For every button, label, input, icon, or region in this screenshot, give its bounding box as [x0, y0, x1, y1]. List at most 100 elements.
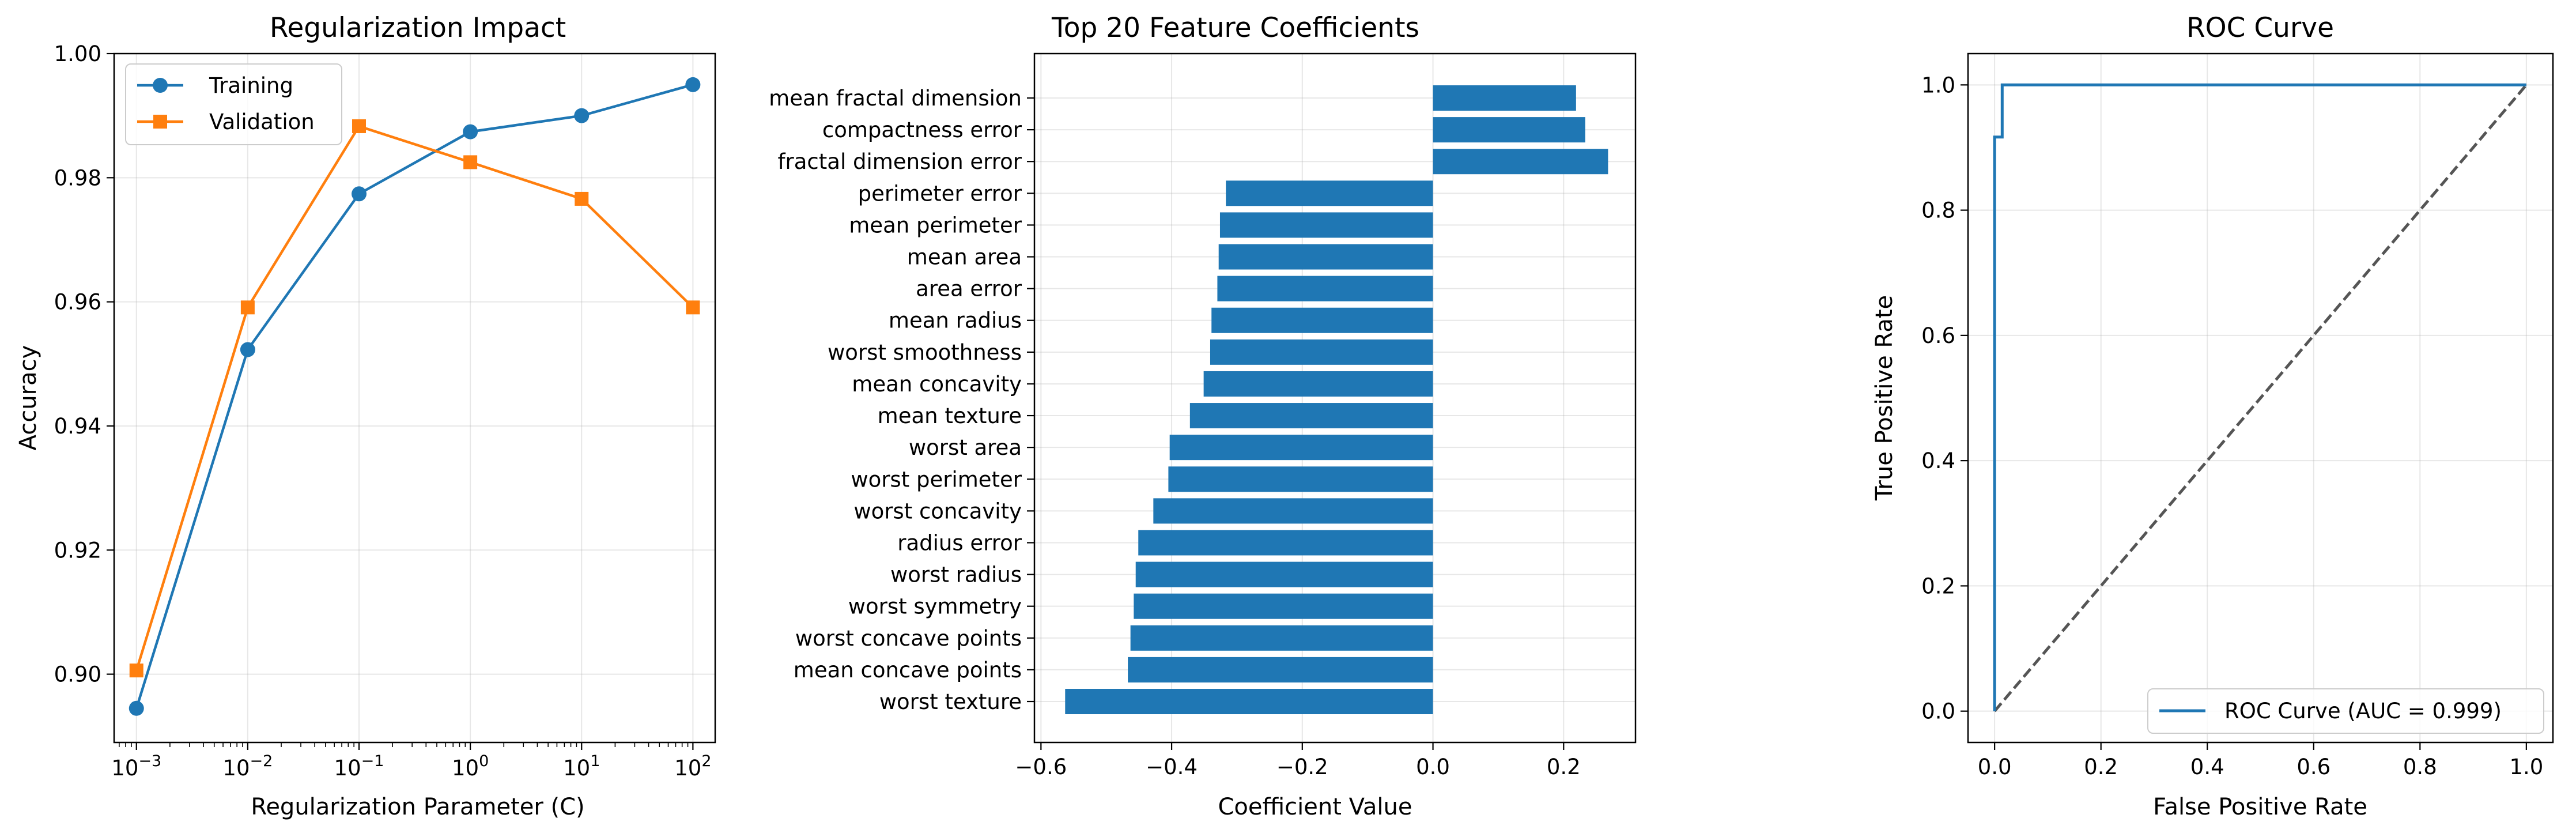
coefficient-bar — [1138, 530, 1433, 556]
series-line-validation — [135, 125, 694, 671]
y-tick-label: worst area — [909, 435, 1022, 460]
data-point-validation — [686, 300, 700, 315]
x-tick-label: 102 — [674, 752, 711, 781]
x-tick-label: 0.2 — [2084, 755, 2118, 779]
x-tick-label: 0.8 — [2403, 755, 2437, 779]
y-tick-label: 0.6 — [1921, 323, 1955, 348]
coefficient-bar — [1168, 466, 1433, 492]
coefficient-bar — [1226, 180, 1433, 206]
y-tick-label: worst texture — [879, 689, 1022, 714]
legend-box — [2147, 688, 2544, 734]
y-tick-label: mean radius — [889, 308, 1022, 333]
y-tick-label: worst perimeter — [851, 467, 1022, 492]
coefficient-bar — [1210, 339, 1433, 365]
feature-coefficients-panel: Top 20 Feature Coefficients −0.6 −0.4 −0.2… — [769, 12, 1637, 820]
y-tick-label: 1.00 — [54, 42, 101, 66]
data-point-training — [351, 186, 367, 202]
coefficient-bar — [1134, 593, 1433, 619]
regularization-impact-panel: Regularization Impact 10−3 10−2 10−1 100 101… — [15, 12, 716, 820]
plot-area — [1993, 83, 2528, 712]
chart-title: Regularization Impact — [270, 12, 566, 44]
y-tick-label: area error — [916, 277, 1022, 301]
x-axis-label: Regularization Parameter (C) — [251, 794, 584, 820]
x-tick-label: 101 — [563, 752, 600, 781]
legend-marker-training — [153, 78, 168, 93]
coefficient-bar — [1433, 85, 1576, 111]
series-line-training — [135, 83, 694, 709]
data-point-training — [463, 124, 478, 140]
x-tick-label: 0.0 — [1978, 755, 2012, 779]
y-tick-label: mean concave points — [794, 658, 1022, 683]
legend: Training Validation — [125, 63, 342, 145]
data-point-validation — [463, 155, 478, 169]
y-tick-label: mean area — [907, 245, 1022, 270]
legend-label-roc: ROC Curve (AUC = 0.999) — [2224, 699, 2502, 723]
coefficient-bar — [1219, 212, 1433, 238]
data-point-validation — [352, 119, 366, 133]
y-tick-label: perimeter error — [858, 181, 1022, 206]
coefficient-bar — [1218, 244, 1433, 270]
x-tick-label: −0.2 — [1276, 755, 1328, 779]
legend-label-training: Training — [209, 73, 293, 98]
y-tick-label: radius error — [897, 530, 1022, 555]
coefficient-bar — [1433, 149, 1608, 175]
x-tick-label: 10−2 — [222, 752, 273, 781]
y-tick-label: compactness error — [822, 118, 1022, 142]
data-point-training — [129, 700, 144, 716]
coefficient-bar — [1130, 625, 1433, 651]
coefficient-bar — [1169, 435, 1433, 461]
coefficient-bar — [1203, 371, 1433, 397]
legend: ROC Curve (AUC = 0.999) — [2147, 688, 2544, 734]
y-tick-label: mean concavity — [852, 372, 1022, 397]
axes-frame — [113, 52, 716, 744]
y-tick-label: mean fractal dimension — [769, 86, 1022, 111]
axis-ticks: 0.0 0.0 0.2 0.2 0.4 0.4 0.6 0.6 0.8 0.8 1.0 1.0 — [1921, 73, 2543, 779]
plot-area — [129, 77, 701, 716]
y-tick-label: 0.96 — [54, 290, 101, 315]
data-point-training — [685, 77, 701, 92]
coefficient-bar — [1211, 307, 1433, 333]
x-axis-label: Coefficient Value — [1218, 794, 1412, 820]
chart-title: ROC Curve — [2186, 12, 2334, 44]
roc-curve-panel: ROC Curve 0.0 0.0 0.2 0.2 0.4 0.4 0.6 0.6 0.8 0.8… — [1871, 12, 2554, 820]
axes-frame — [1033, 52, 1637, 744]
y-tick-label: worst concavity — [853, 499, 1022, 523]
y-tick-label: 0.90 — [54, 662, 101, 687]
y-tick-label: 0.92 — [54, 538, 101, 563]
legend-marker-validation — [153, 115, 167, 129]
data-point-training — [240, 342, 255, 357]
x-tick-label: 0.6 — [2297, 755, 2331, 779]
x-tick-label: 10−1 — [334, 752, 384, 781]
y-tick-label: fractal dimension error — [778, 149, 1022, 174]
coefficient-bar — [1189, 403, 1433, 429]
y-tick-label: worst radius — [890, 563, 1022, 587]
chance-diagonal-line — [1993, 84, 2528, 712]
axis-ticks: 10−3 10−2 10−1 100 101 102 0.90 0.92 0.94 0.96 0.9… — [54, 42, 712, 781]
y-tick-label: mean texture — [878, 404, 1022, 428]
x-tick-label: −0.6 — [1015, 755, 1067, 779]
coefficient-bar — [1065, 689, 1433, 714]
y-tick-label: 0.8 — [1921, 198, 1955, 223]
y-tick-label: mean perimeter — [849, 213, 1022, 237]
chart-title: Top 20 Feature Coefficients — [1051, 12, 1419, 44]
y-tick-label: 0.94 — [54, 414, 101, 439]
axes-frame — [1967, 52, 2554, 744]
x-tick-label: −0.4 — [1146, 755, 1198, 779]
x-tick-label: 100 — [452, 752, 489, 781]
y-tick-label: worst symmetry — [848, 594, 1022, 619]
x-tick-label: 10−3 — [111, 752, 161, 781]
x-tick-label: 1.0 — [2509, 755, 2543, 779]
y-axis-label: Accuracy — [15, 345, 41, 451]
x-axis-label: False Positive Rate — [2153, 794, 2367, 820]
coefficient-bar — [1433, 117, 1585, 143]
y-tick-label: 0.0 — [1921, 699, 1955, 724]
y-tick-label: 0.98 — [54, 165, 101, 190]
coefficient-bar — [1217, 276, 1433, 301]
data-point-training — [574, 108, 590, 123]
x-tick-label: 0.0 — [1416, 755, 1450, 779]
x-tick-label: 0.2 — [1547, 755, 1581, 779]
legend-label-validation: Validation — [209, 110, 315, 134]
y-tick-label: 0.2 — [1921, 574, 1955, 598]
data-point-validation — [240, 300, 255, 315]
